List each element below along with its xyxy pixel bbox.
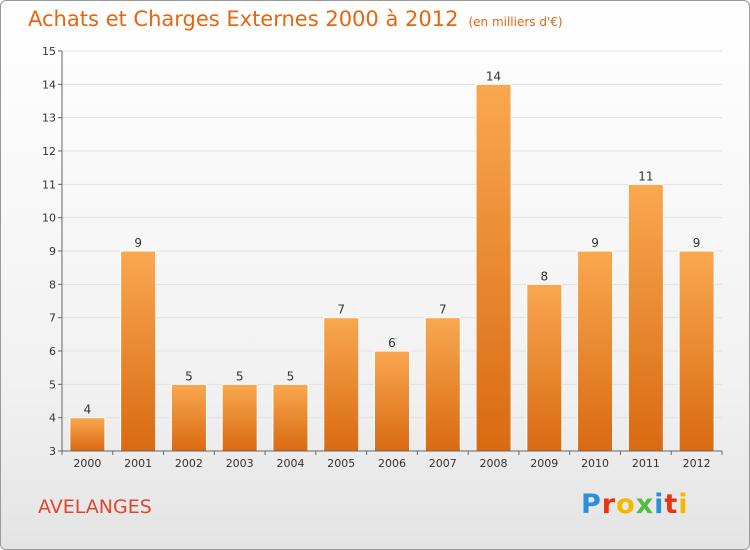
bar-2006 <box>373 350 411 452</box>
y-tick-label: 12 <box>42 145 56 158</box>
y-tick-label: 3 <box>49 445 56 458</box>
x-tick-label-2005: 2005 <box>327 457 355 470</box>
x-tick-label-2010: 2010 <box>581 457 609 470</box>
y-tick-label: 13 <box>42 112 56 125</box>
y-tick-label: 4 <box>49 412 56 425</box>
x-tick-label-2009: 2009 <box>530 457 558 470</box>
y-tick-label: 8 <box>49 278 56 291</box>
x-tick-label-2004: 2004 <box>276 457 304 470</box>
y-tick-label: 15 <box>42 45 56 58</box>
data-label-2007: 7 <box>439 303 447 317</box>
data-label-2000: 4 <box>84 403 92 417</box>
x-tick-label-2007: 2007 <box>429 457 457 470</box>
data-label-2005: 7 <box>337 303 345 317</box>
logo-letter: x <box>635 489 655 520</box>
commune-name: AVELANGES <box>38 496 152 518</box>
bar-2000 <box>69 417 106 452</box>
x-tick-label-2003: 2003 <box>226 457 254 470</box>
logo-letter: r <box>601 489 617 520</box>
x-tick-label-2002: 2002 <box>175 457 203 470</box>
y-tick-label: 7 <box>49 312 56 325</box>
bars: 4 9 5 5 5 7 6 7 14 8 9 11 9 <box>69 69 715 452</box>
bar-2007 <box>424 317 461 452</box>
bar-2004 <box>272 383 309 452</box>
bar-2010 <box>577 250 614 452</box>
x-tick-label-2012: 2012 <box>683 457 711 470</box>
data-label-2008: 14 <box>486 69 501 83</box>
x-tick-label-2000: 2000 <box>73 457 101 470</box>
bar-2003 <box>221 383 258 452</box>
data-label-2003: 5 <box>236 369 244 383</box>
bar-2005 <box>323 317 360 452</box>
x-axis-ticks: 2000 2001 2002 2003 2004 2005 2006 2007 2008 2009… <box>61 451 723 470</box>
y-axis-ticks: 3 4 5 6 7 8 9 10 11 12 13 14 15 <box>42 45 62 458</box>
chart-title-text: Achats et Charges Externes 2000 à 2012 <box>28 7 459 31</box>
chart-subtitle: (en milliers d'€) <box>468 15 563 29</box>
x-tick-label-2001: 2001 <box>124 457 152 470</box>
bar-2009 <box>526 283 563 452</box>
bar-2008 <box>475 83 512 452</box>
logo-letter: i <box>678 489 689 520</box>
y-tick-label: 14 <box>42 78 56 91</box>
bar-2011 <box>627 183 664 452</box>
y-tick-label: 10 <box>42 212 56 225</box>
bar-2012 <box>678 250 715 452</box>
x-tick-label-2006: 2006 <box>378 457 406 470</box>
data-label-2011: 11 <box>638 169 653 183</box>
x-tick-label-2011: 2011 <box>632 457 660 470</box>
data-label-2010: 9 <box>591 236 599 250</box>
bar-2001 <box>120 250 157 452</box>
chart-title: Achats et Charges Externes 2000 à 2012 (e… <box>28 7 563 31</box>
data-label-2004: 5 <box>287 369 295 383</box>
data-label-2009: 8 <box>540 269 548 283</box>
data-label-2012: 9 <box>693 236 701 250</box>
data-label-2002: 5 <box>185 369 193 383</box>
data-label-2006: 6 <box>388 336 396 350</box>
proxiti-logo: Proxiti <box>581 489 689 520</box>
y-tick-label: 9 <box>49 245 56 258</box>
logo-letter: t <box>664 489 679 520</box>
data-label-2001: 9 <box>134 236 142 250</box>
logo-letter: P <box>581 489 602 520</box>
bar-2002 <box>170 383 207 452</box>
y-tick-label: 6 <box>49 345 56 358</box>
logo-letter: i <box>654 489 665 520</box>
x-tick-label-2008: 2008 <box>480 457 508 470</box>
logo-letter: o <box>616 489 636 520</box>
y-tick-label: 11 <box>42 178 56 191</box>
y-tick-label: 5 <box>49 378 56 391</box>
